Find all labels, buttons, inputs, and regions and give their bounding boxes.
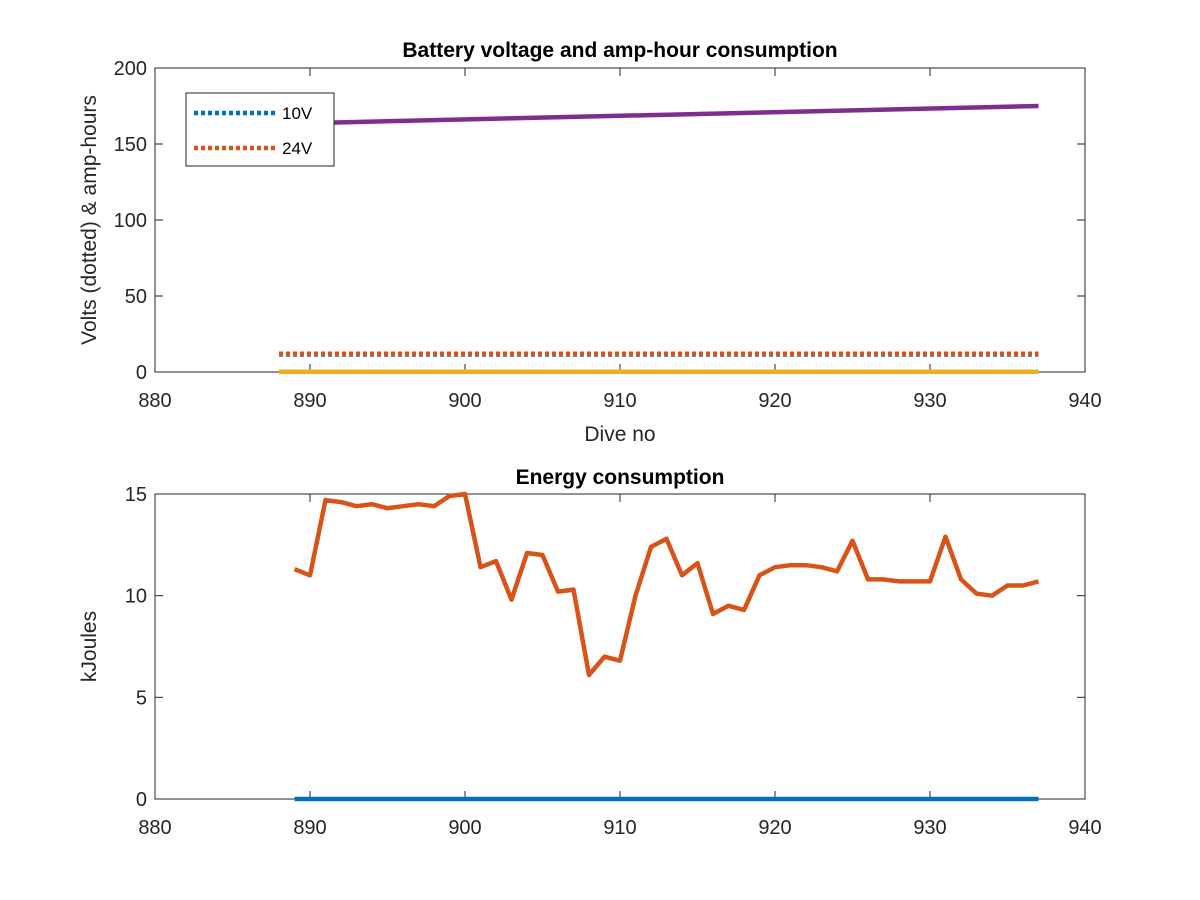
y-tick-label: 5 bbox=[136, 687, 147, 709]
x-tick-label: 920 bbox=[758, 390, 791, 412]
x-tick-label: 920 bbox=[758, 817, 791, 839]
y-tick-label: 150 bbox=[114, 134, 147, 156]
x-tick-label: 880 bbox=[138, 817, 171, 839]
bottom-plot-title: Energy consumption bbox=[516, 466, 725, 489]
y-tick-label: 0 bbox=[136, 789, 147, 811]
y-tick-label: 10 bbox=[125, 586, 147, 608]
top-plot-series-4-line bbox=[325, 103, 1039, 125]
bottom-plot-series-2-line bbox=[293, 491, 1040, 678]
top-plot-title: Battery voltage and amp-hour consumption bbox=[402, 39, 837, 62]
x-tick-label: 900 bbox=[448, 390, 481, 412]
bottom-plot: 880 890 900 910 920 930 940 0 5 10 15 Energy consum… bbox=[78, 466, 1102, 839]
x-tick-label: 910 bbox=[603, 817, 636, 839]
x-tick-label: 880 bbox=[138, 390, 171, 412]
x-tick-label: 930 bbox=[913, 817, 946, 839]
bottom-plot-axes-box bbox=[154, 493, 1086, 800]
y-tick-label: 100 bbox=[114, 210, 147, 232]
legend-label: 10V bbox=[282, 104, 313, 123]
x-tick-label: 940 bbox=[1068, 817, 1101, 839]
y-tick-label: 0 bbox=[136, 362, 147, 384]
y-tick-label: 15 bbox=[125, 484, 147, 506]
legend-label: 24V bbox=[282, 139, 313, 158]
x-tick-label: 910 bbox=[603, 390, 636, 412]
x-tick-label: 890 bbox=[293, 817, 326, 839]
top-plot: 880 890 900 910 920 930 940 0 50 100 150 200 Battery… bbox=[78, 39, 1102, 446]
bottom-plot-ylabel: kJoules bbox=[78, 611, 101, 682]
y-tick-label: 50 bbox=[125, 286, 147, 308]
x-tick-label: 900 bbox=[448, 817, 481, 839]
x-tick-label: 890 bbox=[293, 390, 326, 412]
top-plot-legend: 10V 24V bbox=[185, 92, 335, 167]
x-tick-label: 940 bbox=[1068, 390, 1101, 412]
top-plot-xlabel: Dive no bbox=[584, 423, 655, 446]
legend-box bbox=[185, 92, 335, 167]
x-tick-label: 930 bbox=[913, 390, 946, 412]
y-tick-label: 200 bbox=[114, 58, 147, 80]
top-plot-ylabel: Volts (dotted) & amp-hours bbox=[78, 95, 101, 345]
